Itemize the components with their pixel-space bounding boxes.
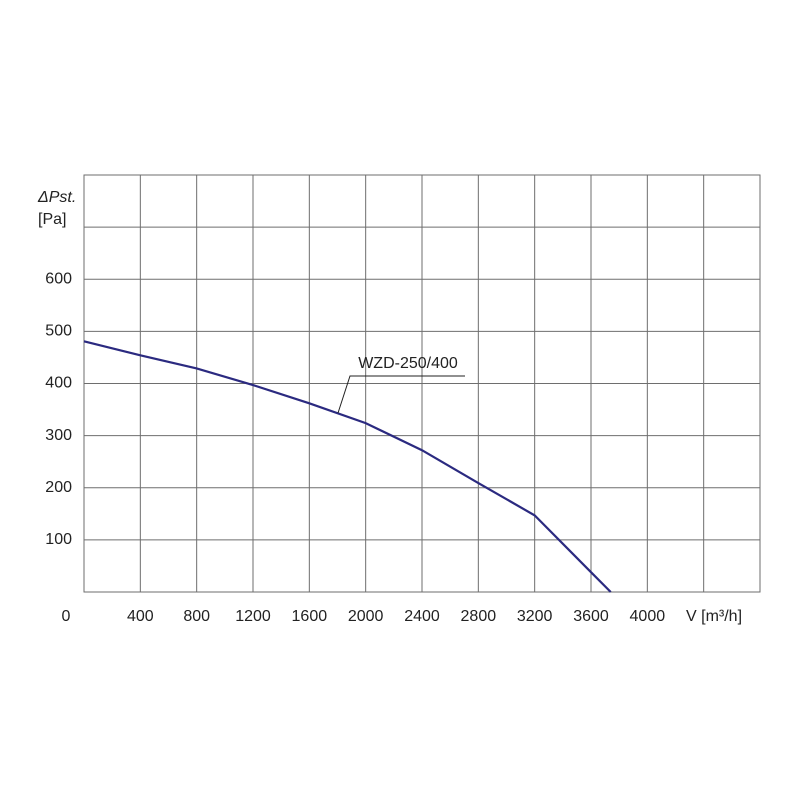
x-tick-label: 800 bbox=[183, 608, 210, 625]
y-tick-label: 300 bbox=[45, 427, 72, 444]
series-label: WZD-250/400 bbox=[358, 355, 458, 372]
x-tick-label: 0 bbox=[62, 608, 71, 625]
series-line bbox=[83, 340, 612, 593]
y-axis-label: ΔPst. bbox=[37, 189, 76, 206]
y-tick-label: 100 bbox=[45, 531, 72, 548]
x-tick-label: 3200 bbox=[517, 608, 553, 625]
x-tick-label: 4000 bbox=[630, 608, 666, 625]
y-axis-unit: [Pa] bbox=[38, 211, 66, 228]
y-tick-label: 500 bbox=[45, 323, 72, 340]
x-tick-label: 2000 bbox=[348, 608, 384, 625]
x-tick-label: 1200 bbox=[235, 608, 271, 625]
x-axis-label: V [m³/h] bbox=[686, 608, 742, 625]
x-tick-label: 3600 bbox=[573, 608, 609, 625]
x-tick-label: 2400 bbox=[404, 608, 440, 625]
x-tick-label: 1600 bbox=[292, 608, 328, 625]
y-tick-label: 600 bbox=[45, 270, 72, 287]
y-tick-label: 200 bbox=[45, 479, 72, 496]
x-tick-label: 2800 bbox=[461, 608, 497, 625]
label-leader bbox=[337, 375, 465, 414]
x-tick-label: 400 bbox=[127, 608, 154, 625]
y-tick-label: 400 bbox=[45, 375, 72, 392]
